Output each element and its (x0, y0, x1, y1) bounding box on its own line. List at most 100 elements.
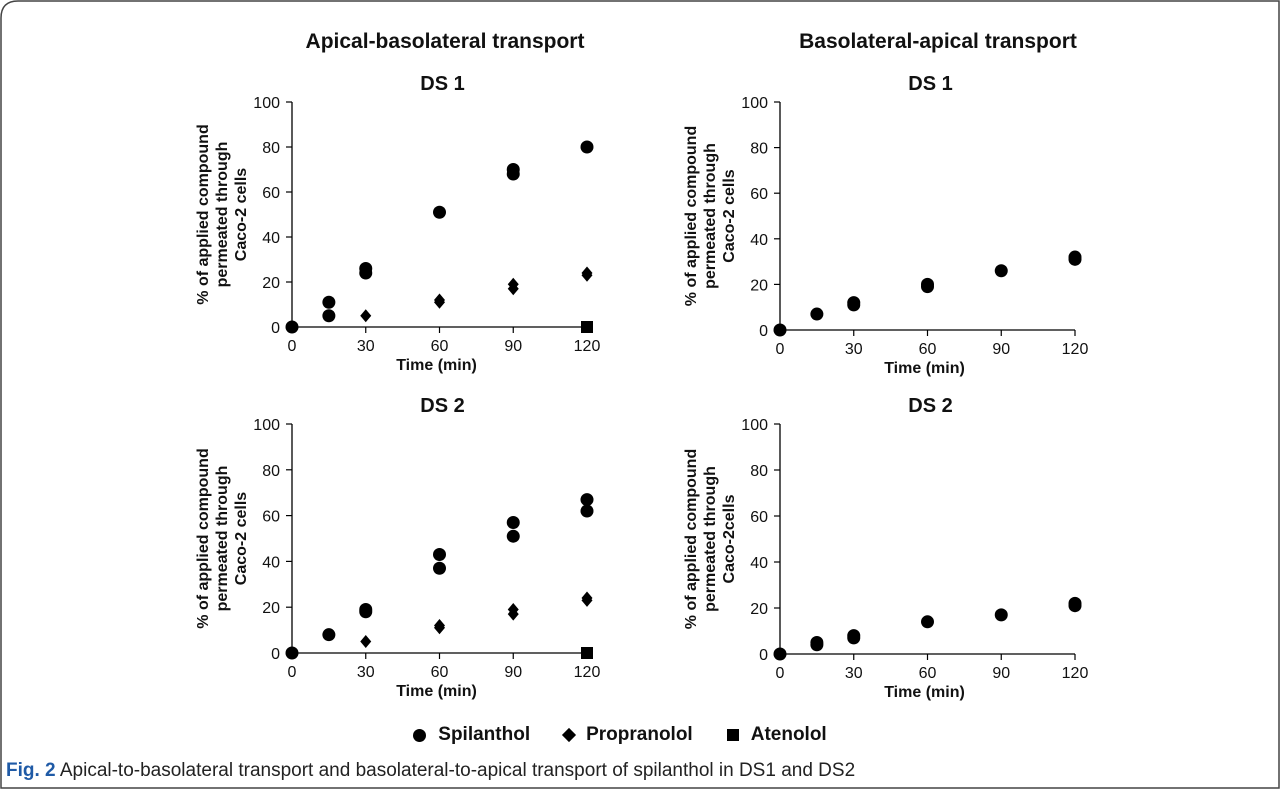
x-tick-label: 0 (288, 664, 297, 681)
spilanthol-point (322, 309, 336, 323)
spilanthol-point (994, 264, 1008, 278)
spilanthol-point (433, 548, 446, 562)
spilanthol-point (773, 323, 787, 337)
x-tick-label: 90 (992, 665, 1010, 682)
x-tick-label: 120 (1062, 665, 1089, 682)
propranolol-point (507, 607, 519, 621)
circle-marker-icon (413, 728, 427, 742)
caption-text: Apical-to-basolateral transport and baso… (59, 760, 856, 781)
x-tick-label: 30 (357, 664, 375, 681)
propranolol-point (581, 593, 593, 607)
propranolol-point (360, 309, 372, 323)
x-tick-label: 30 (357, 338, 375, 355)
y-tick-label: 100 (253, 95, 280, 112)
legend-label: Spilanthol (438, 724, 531, 745)
spilanthol-point (359, 266, 373, 280)
x-tick-label: 0 (776, 665, 785, 682)
x-tick-label: 60 (919, 665, 937, 682)
y-tick-label: 60 (262, 185, 280, 202)
chart-title: DS 1 (908, 73, 952, 95)
spilanthol-point (921, 615, 934, 629)
propranolol-point (581, 268, 593, 282)
y-axis-label-line: permeated through (214, 142, 231, 288)
chart-title: DS 2 (908, 395, 952, 417)
y-tick-label: 80 (262, 140, 280, 157)
y-axis-label-line: permeated through (702, 466, 719, 612)
legend-item-propranolol: Propranolol (562, 724, 693, 746)
legend-item-atenolol: Atenolol (726, 724, 827, 746)
propranolol-point (434, 295, 445, 309)
caption-label: Fig. 2 (6, 760, 56, 781)
spilanthol-point (322, 295, 336, 309)
y-tick-label: 100 (741, 95, 768, 112)
spilanthol-point (580, 140, 594, 154)
spilanthol-point (580, 504, 594, 518)
spilanthol-point (1068, 599, 1082, 613)
x-tick-label: 90 (992, 341, 1010, 358)
y-tick-label: 80 (750, 141, 768, 158)
y-tick-label: 20 (262, 600, 280, 617)
y-axis-label-line: % of applied compound (683, 449, 700, 629)
y-tick-label: 60 (750, 509, 768, 526)
chart-title: DS 1 (420, 73, 464, 95)
spilanthol-point (506, 515, 520, 529)
spilanthol-point (847, 298, 861, 312)
x-tick-label: 90 (504, 338, 522, 355)
y-axis-label-line: permeated through (702, 143, 719, 289)
y-axis-label-line: Caco-2 cells (721, 169, 738, 262)
y-tick-label: 40 (262, 554, 280, 571)
x-axis-label: Time (min) (884, 684, 965, 701)
spilanthol-point (433, 205, 446, 219)
y-tick-label: 20 (262, 275, 280, 292)
x-tick-label: 0 (288, 338, 297, 355)
chart-panels: DS 1 0 20 40 60 80 100 0 30 60 90 120 Time (min) % of… (195, 73, 1088, 701)
x-tick-label: 90 (504, 664, 522, 681)
y-tick-label: 100 (253, 417, 280, 434)
y-tick-label: 100 (741, 417, 768, 434)
x-tick-label: 60 (431, 664, 449, 681)
spilanthol-point (506, 529, 520, 543)
spilanthol-point (359, 605, 373, 619)
spilanthol-point (433, 561, 446, 575)
y-tick-label: 40 (262, 230, 280, 247)
y-axis-label-line: % of applied compound (195, 448, 212, 628)
column-title-basolateral-apical: Basolateral-apical transport (799, 30, 1077, 53)
x-tick-label: 30 (845, 665, 863, 682)
legend: Spilanthol Propranolol Atenolol (300, 724, 940, 746)
y-tick-label: 40 (750, 555, 768, 572)
x-tick-label: 120 (574, 664, 601, 681)
y-axis-label-line: % of applied compound (195, 124, 212, 304)
y-tick-label: 80 (262, 463, 280, 480)
atenolol-point (581, 321, 593, 333)
y-tick-label: 20 (750, 277, 768, 294)
y-axis-label-line: Caco-2 cells (233, 168, 250, 261)
chart-panel-3: DS 2 0 20 40 60 80 100 0 30 60 90 120 Time (min) % of… (195, 395, 600, 700)
y-tick-label: 60 (750, 186, 768, 203)
y-tick-label: 0 (271, 320, 280, 337)
y-axis-label-line: % of applied compound (683, 126, 700, 306)
y-tick-label: 20 (750, 601, 768, 618)
propranolol-point (507, 282, 519, 296)
spilanthol-point (773, 647, 787, 661)
square-marker-icon (726, 729, 739, 741)
legend-item-spilanthol: Spilanthol (413, 724, 530, 746)
column-title-apical-basolateral: Apical-basolateral transport (305, 30, 585, 53)
x-axis-label: Time (min) (396, 357, 477, 374)
spilanthol-point (285, 320, 299, 334)
x-tick-label: 30 (845, 341, 863, 358)
y-tick-label: 0 (759, 323, 768, 340)
propranolol-point (434, 621, 445, 635)
chart-panel-2: DS 1 0 20 40 60 80 100 0 30 60 90 120 Time (min) % of… (683, 73, 1088, 377)
chart-title: DS 2 (420, 395, 464, 417)
y-tick-label: 60 (262, 509, 280, 526)
chart-panel-1: DS 1 0 20 40 60 80 100 0 30 60 90 120 Time (min) % of… (195, 73, 600, 374)
spilanthol-point (921, 280, 934, 294)
y-tick-label: 40 (750, 232, 768, 249)
figure-caption: Fig. 2 Apical-to-basolateral transport a… (6, 760, 855, 782)
y-axis-label-line: Caco-2cells (721, 494, 738, 583)
legend-label: Propranolol (586, 724, 693, 745)
diamond-marker-icon (562, 727, 577, 743)
chart-panel-4: DS 2 0 20 40 60 80 100 0 30 60 90 120 Time (min) % of… (683, 395, 1088, 701)
